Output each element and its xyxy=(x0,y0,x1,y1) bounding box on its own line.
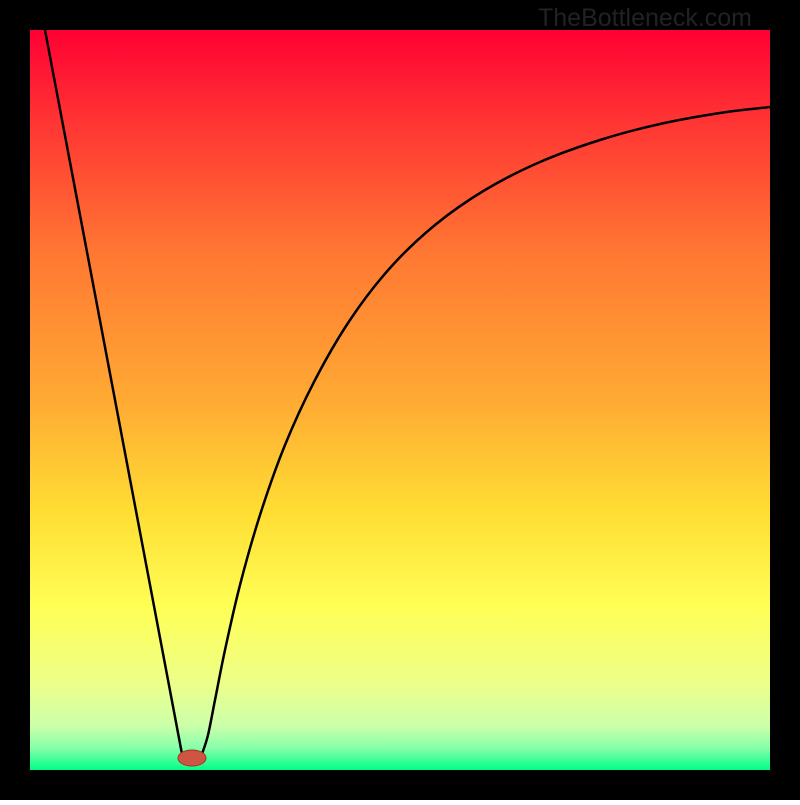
watermark-text: TheBottleneck.com xyxy=(538,4,752,33)
chart-svg xyxy=(0,0,800,800)
bottleneck-chart: TheBottleneck.com xyxy=(0,0,800,800)
